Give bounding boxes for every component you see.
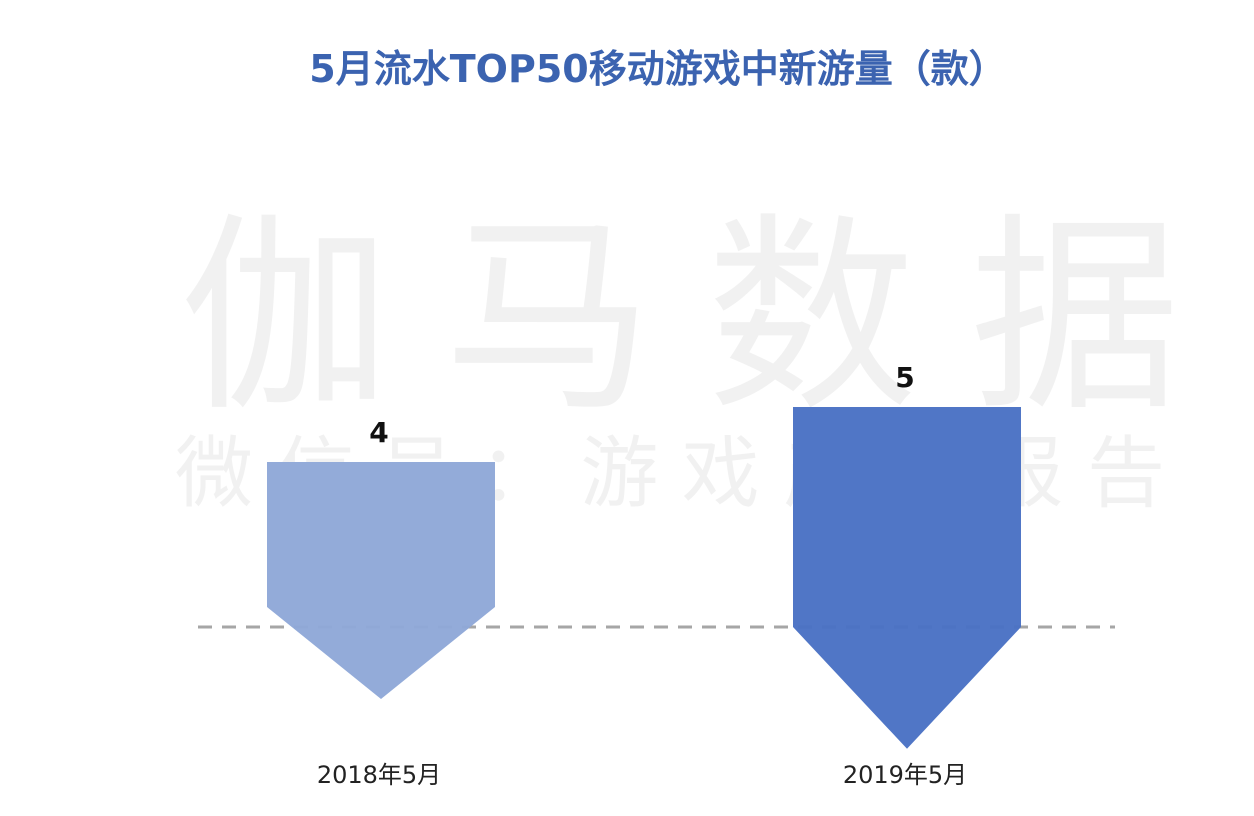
- chart-marks: 4 2018年5月 5 2019年5月: [267, 361, 1021, 789]
- chart-title: 5月流水TOP50移动游戏中新游量（款）: [309, 47, 1006, 91]
- watermark-main-text: 伽马数据: [180, 195, 1180, 440]
- bar-1: [267, 462, 495, 699]
- category-label-1: 2018年5月: [317, 761, 441, 789]
- data-label-2: 5: [895, 361, 914, 394]
- data-label-1: 4: [369, 416, 388, 449]
- category-label-2: 2019年5月: [843, 761, 967, 789]
- bar-2: [793, 407, 1021, 749]
